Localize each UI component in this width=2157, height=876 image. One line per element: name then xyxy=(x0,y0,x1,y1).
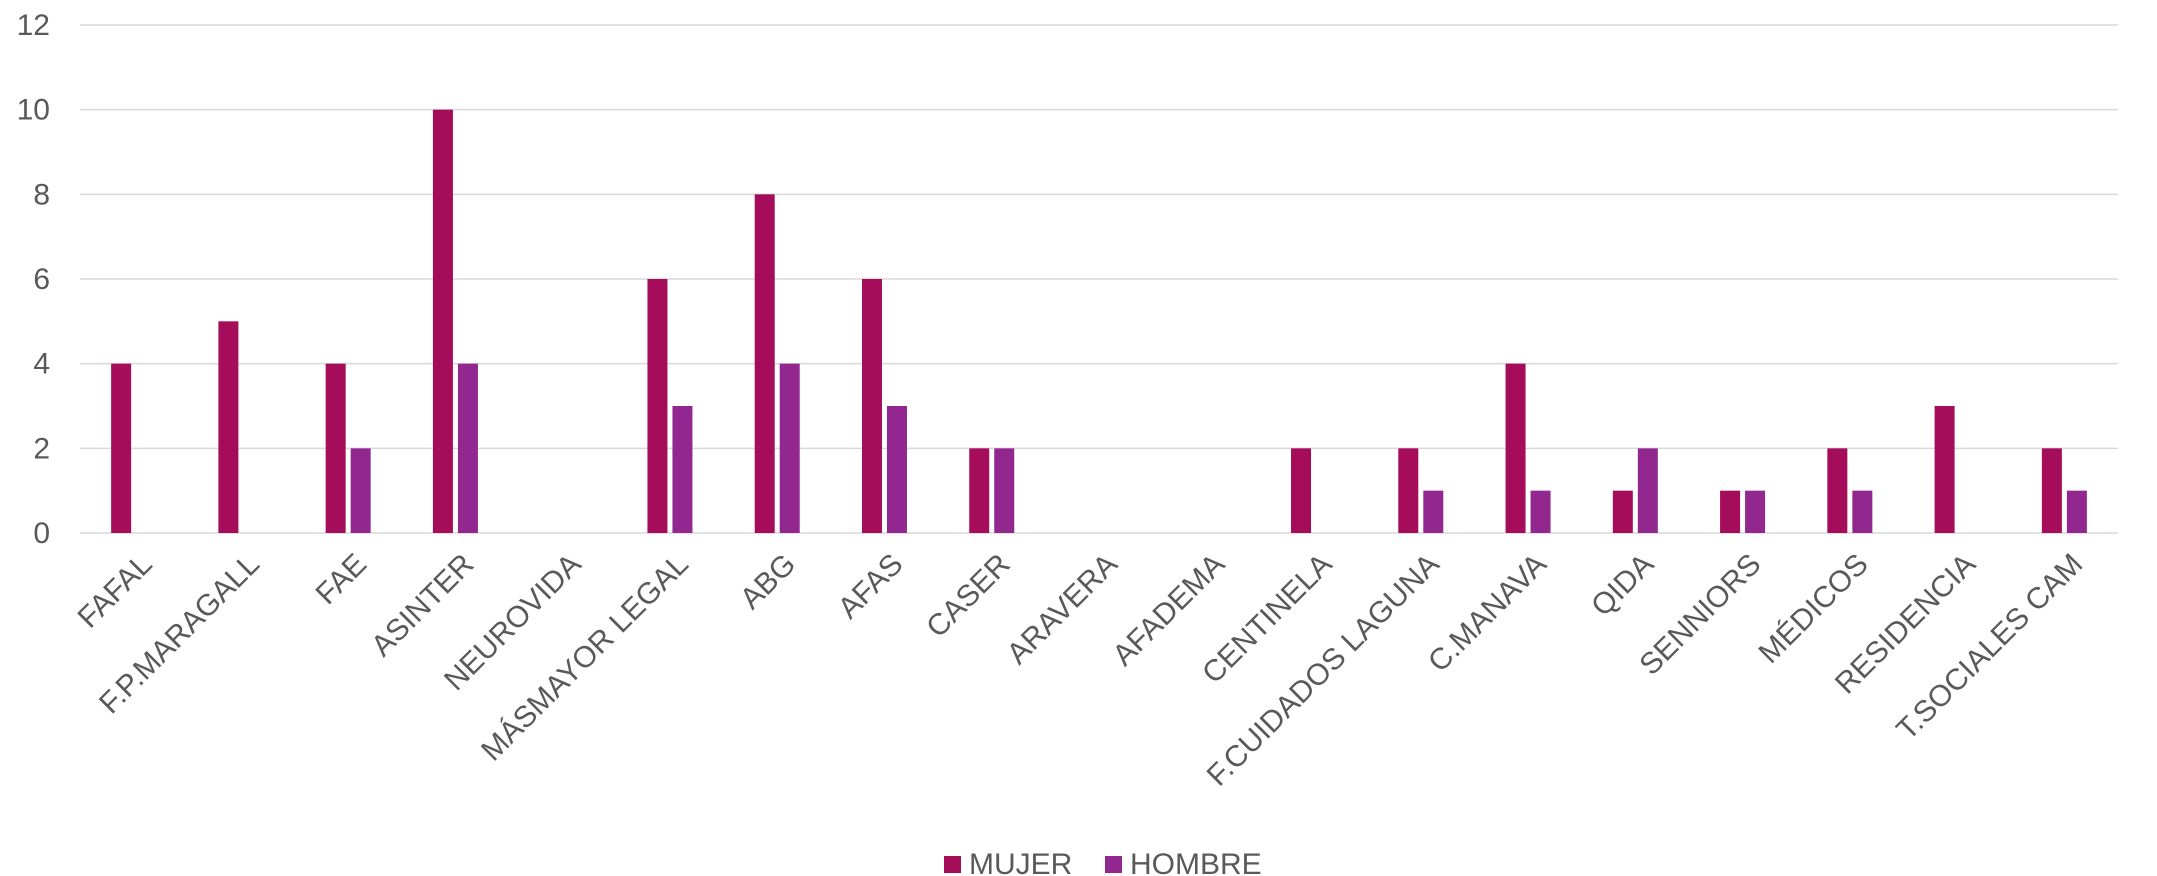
bar-hombre-6 xyxy=(779,363,800,533)
y-tick-label: 4 xyxy=(33,348,50,381)
category-label: QIDA xyxy=(1585,548,1660,623)
legend-label-mujer: MUJER xyxy=(969,848,1072,876)
bar-hombre-5 xyxy=(672,406,693,533)
bar-hombre-2 xyxy=(350,448,371,533)
legend-label-hombre: HOMBRE xyxy=(1130,848,1262,876)
legend-swatch-mujer xyxy=(944,856,961,873)
bar-mujer-17 xyxy=(1934,406,1955,533)
bar-hombre-3 xyxy=(457,363,478,533)
y-tick-label: 6 xyxy=(33,263,50,296)
bar-hombre-8 xyxy=(994,448,1015,533)
bar-hombre-15 xyxy=(1745,490,1766,533)
bar-mujer-8 xyxy=(969,448,990,533)
category-label: FAE xyxy=(310,548,373,611)
bar-hombre-7 xyxy=(886,406,907,533)
bar-hombre-16 xyxy=(1852,490,1873,533)
category-label: ASINTER xyxy=(365,548,480,663)
bar-mujer-15 xyxy=(1720,490,1741,533)
bar-mujer-2 xyxy=(325,363,346,533)
category-label: ARAVERA xyxy=(1001,548,1124,671)
bar-mujer-14 xyxy=(1612,490,1633,533)
y-tick-label: 8 xyxy=(33,178,50,211)
category-label: AFAS xyxy=(832,548,910,626)
y-tick-label: 0 xyxy=(33,517,50,550)
bar-mujer-3 xyxy=(432,109,453,534)
category-label: T.SOCIALES CAM xyxy=(1890,548,2089,747)
category-label: ABG xyxy=(734,548,802,616)
bar-mujer-6 xyxy=(754,194,775,534)
legend: MUJER HOMBRE xyxy=(944,848,1262,876)
category-label: FAFAL xyxy=(72,548,159,635)
bar-mujer-13 xyxy=(1505,363,1526,533)
bar-mujer-11 xyxy=(1291,448,1312,533)
bar-mujer-5 xyxy=(647,279,668,533)
bar-mujer-16 xyxy=(1827,448,1848,533)
bar-mujer-12 xyxy=(1398,448,1419,533)
bar-hombre-14 xyxy=(1637,448,1658,533)
category-label: MÁSMAYOR LEGAL xyxy=(475,548,695,768)
bar-mujer-0 xyxy=(111,363,132,533)
bar-mujer-7 xyxy=(861,279,882,533)
grid-lines xyxy=(80,24,2118,534)
bar-mujer-18 xyxy=(2041,448,2062,533)
bar-hombre-12 xyxy=(1423,490,1444,533)
bar-hombre-18 xyxy=(2066,490,2087,533)
bar-mujer-1 xyxy=(218,321,239,533)
y-axis-ticks: 0 2 4 6 8 10 12 xyxy=(17,9,50,550)
bars xyxy=(111,109,2087,534)
y-tick-label: 2 xyxy=(33,432,50,465)
legend-swatch-hombre xyxy=(1105,856,1122,873)
y-tick-label: 12 xyxy=(17,9,50,42)
y-tick-label: 10 xyxy=(17,94,50,127)
category-label: CASER xyxy=(920,548,1016,644)
bar-hombre-13 xyxy=(1530,490,1551,533)
